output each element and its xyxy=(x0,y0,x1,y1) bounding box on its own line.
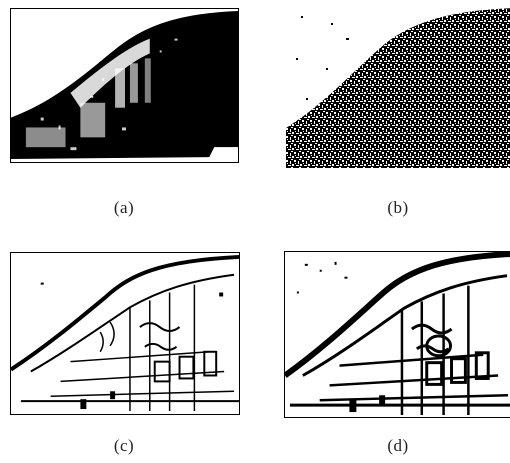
caption-a: (a) xyxy=(113,198,135,217)
panel-b-graphic xyxy=(286,8,510,168)
caption-c: (c) xyxy=(113,436,135,455)
panel-b-image xyxy=(286,8,510,168)
panel-a-graphic xyxy=(11,9,238,162)
panel-c-graphic xyxy=(11,253,239,414)
panel-d-graphic xyxy=(285,252,510,417)
panel-c-image xyxy=(10,252,240,415)
panel-d-image xyxy=(284,251,510,418)
caption-d: (d) xyxy=(387,436,409,455)
panel-a-image xyxy=(10,8,239,163)
caption-b: (b) xyxy=(387,198,409,217)
